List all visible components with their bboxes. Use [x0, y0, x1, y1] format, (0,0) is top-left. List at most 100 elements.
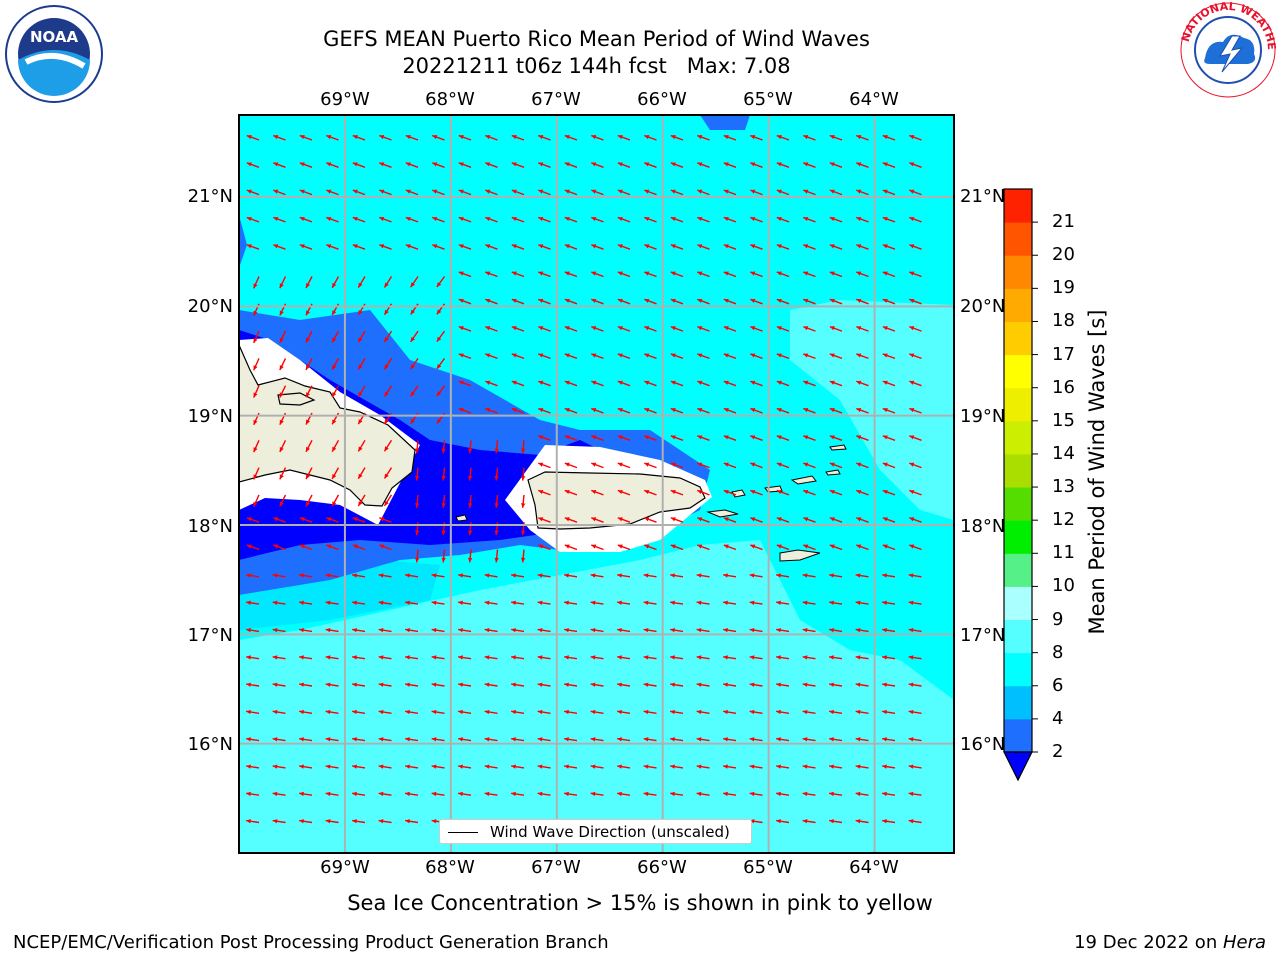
wave-direction-arrowhead [856, 517, 862, 522]
colorbar-tick-label: 17 [1052, 343, 1075, 365]
wave-direction-arrowhead [325, 764, 331, 769]
wave-direction-arrowhead [520, 503, 526, 508]
wave-direction-arrowhead [882, 189, 888, 194]
colorbar-tick-label: 16 [1052, 376, 1075, 398]
wave-direction-arrowhead [405, 600, 410, 605]
wave-direction-arrowhead [564, 244, 570, 249]
wave-direction-arrowhead [279, 446, 284, 452]
wave-direction-arrowhead [723, 380, 729, 385]
wave-direction-arrowhead [696, 573, 702, 578]
wave-direction-arrowhead [253, 337, 258, 343]
wave-direction-arrowhead [458, 135, 464, 140]
wave-direction-arrowhead [909, 517, 915, 522]
wave-direction-arrowhead [643, 682, 649, 687]
wave-direction-arrowhead [431, 791, 437, 797]
wave-direction-arrowhead [670, 244, 676, 249]
wave-direction-arrowhead [458, 216, 464, 222]
wave-direction-arrowhead [909, 326, 915, 331]
wave-direction-arrowhead [882, 435, 888, 440]
wave-direction-arrowhead [697, 489, 703, 495]
wave-direction-arrowhead [436, 309, 442, 315]
wave-direction-arrowhead [325, 682, 331, 687]
wave-direction-arrowhead [538, 189, 544, 194]
wave-direction-arrowhead [441, 448, 446, 454]
wave-direction-arrowhead [803, 353, 809, 358]
wave-direction-arrowhead [431, 737, 437, 742]
wave-direction-arrowhead [485, 326, 491, 331]
wave-direction-arrowhead [352, 764, 357, 769]
wave-direction-arrowhead [723, 353, 729, 358]
colorbar-segment [1004, 387, 1032, 422]
anegada-island [825, 469, 841, 476]
wave-direction-arrowhead [617, 682, 622, 687]
wave-direction-arrowhead [697, 435, 703, 440]
wave-direction-arrowhead [882, 819, 887, 824]
wave-direction-arrowhead [246, 627, 251, 633]
wave-direction-arrowhead [908, 655, 914, 660]
wave-direction-arrowhead [358, 501, 363, 507]
wave-direction-arrowhead [325, 819, 331, 824]
wave-direction-arrowhead [829, 380, 835, 385]
wave-direction-arrowhead [723, 791, 728, 797]
wave-direction-arrowhead [384, 473, 389, 479]
wave-direction-arrowhead [279, 474, 284, 480]
wave-direction-arrowhead [332, 419, 337, 425]
wave-direction-arrowhead [538, 517, 544, 522]
wave-direction-arrowhead [776, 682, 781, 687]
wave-direction-arrowhead [697, 298, 703, 303]
wave-direction-arrowhead [882, 462, 888, 467]
wave-direction-arrowhead [882, 271, 888, 276]
wave-direction-arrowhead [358, 446, 363, 452]
wave-direction-arrowhead [441, 475, 446, 481]
wave-direction-arrowhead [617, 189, 623, 194]
wave-direction-arrowhead [750, 216, 756, 222]
noaa-logo: NOAA [5, 5, 103, 103]
wave-direction-arrowhead [591, 353, 597, 358]
footer-date: 19 Dec 2022 on Hera [1074, 932, 1266, 953]
wave-direction-arrowhead [882, 791, 887, 797]
wave-direction-arrowhead [882, 244, 888, 249]
wave-direction-arrowhead [803, 380, 809, 385]
wave-direction-arrowhead [590, 791, 596, 797]
wave-direction-arrowhead [485, 216, 491, 222]
wave-direction-arrowhead [776, 435, 782, 440]
wave-direction-arrowhead [670, 189, 676, 194]
wave-direction-arrowhead [378, 764, 384, 769]
wave-direction-arrowhead [378, 737, 384, 742]
wave-direction-arrowhead [670, 791, 675, 797]
wave-direction-arrowhead [644, 271, 650, 276]
lon-label-top: 67°W [531, 89, 581, 110]
wave-direction-arrowhead [617, 244, 623, 249]
wave-direction-arrowhead [564, 544, 570, 549]
wave-direction-arrowhead [670, 216, 676, 222]
wave-direction-arrowhead [750, 353, 756, 358]
wave-direction-arrowhead [723, 655, 728, 660]
wave-direction-arrowhead [511, 326, 517, 331]
wave-direction-arrowhead [253, 419, 258, 425]
wave-direction-arrowhead [537, 627, 543, 633]
wave-direction-arrowhead [494, 475, 499, 481]
wave-direction-arrowhead [436, 363, 442, 369]
wave-direction-arrowhead [643, 764, 649, 769]
colorbar-tick-label: 13 [1052, 476, 1075, 498]
nws-logo: NATIONAL WEATHER SERVICE [1178, 0, 1278, 98]
wave-direction-arrowhead [776, 353, 782, 358]
wave-direction-arrowhead [325, 791, 331, 797]
wave-direction-arrowhead [272, 819, 278, 824]
wave-direction-arrowhead [644, 408, 650, 413]
wave-direction-arrowhead [414, 448, 420, 454]
wave-direction-arrowhead [909, 489, 915, 495]
wave-direction-arrowhead [802, 573, 808, 578]
chart-title: GEFS MEAN Puerto Rico Mean Period of Win… [323, 27, 870, 51]
wave-direction-arrowhead [802, 737, 808, 742]
wave-direction-arrowhead [485, 244, 491, 249]
wave-direction-arrowhead [697, 380, 703, 385]
wave-direction-arrowhead [520, 448, 526, 454]
wave-direction-arrowhead [436, 282, 442, 288]
wave-direction-arrowhead [829, 655, 834, 660]
wave-direction-arrowhead [352, 627, 357, 633]
wave-direction-arrowhead [670, 353, 676, 358]
wave-direction-arrowhead [617, 380, 623, 385]
wave-direction-arrowhead [352, 517, 358, 522]
wave-direction-arrowhead [697, 135, 703, 140]
